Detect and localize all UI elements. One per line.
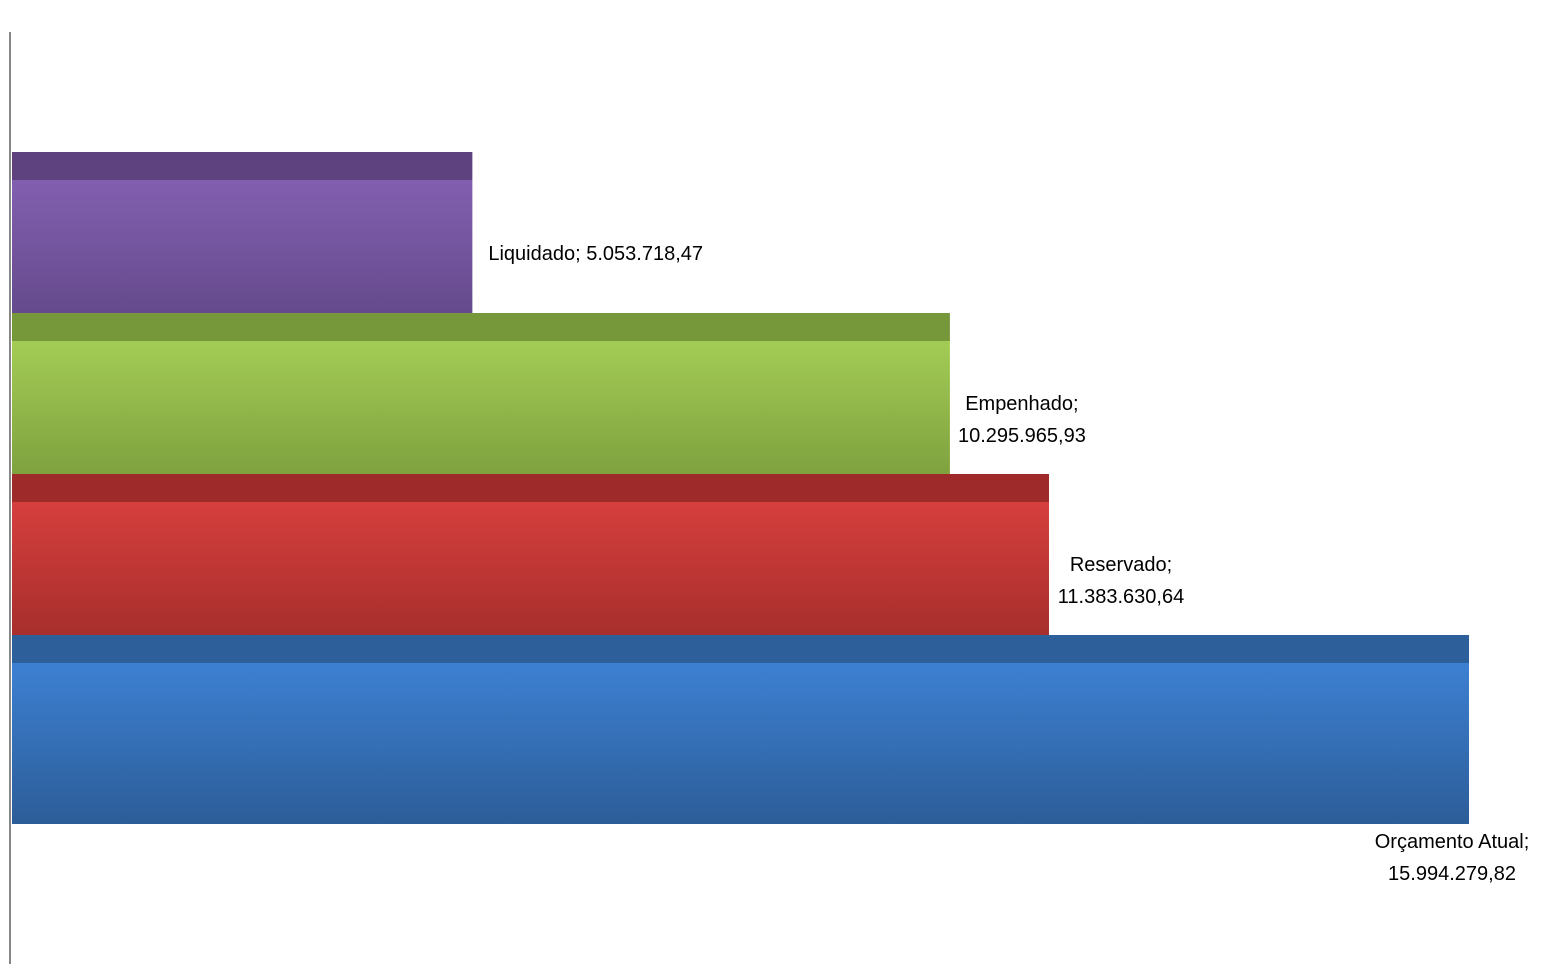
bar-top-liquidado (12, 152, 473, 180)
bar-top-empenhado (12, 313, 950, 341)
data-label-line: 15.994.279,82 (1388, 863, 1516, 885)
data-label-line: Empenhado; (965, 393, 1078, 415)
data-label-liquidado: Liquidado; 5.053.718,47 (488, 243, 703, 265)
bars-group (12, 152, 1469, 824)
data-label-line: 11.383.630,64 (1058, 586, 1184, 608)
bar-orcamento-atual (12, 663, 1469, 824)
data-label-reservado: Reservado; 11.383.630,64 (1058, 554, 1184, 608)
data-labels-group: Liquidado; 5.053.718,47 Empenhado; 10.295.… (488, 243, 1529, 885)
bar-top-reservado (12, 474, 1049, 502)
data-label-line: 10.295.965,93 (958, 425, 1086, 447)
bar-top-orcamento-atual (12, 635, 1469, 663)
data-label-line: Liquidado; 5.053.718,47 (488, 243, 703, 265)
data-label-orcamento-atual: Orçamento Atual; 15.994.279,82 (1375, 831, 1530, 885)
data-label-line: Reservado; (1070, 554, 1172, 576)
data-label-line: Orçamento Atual; (1375, 831, 1530, 853)
data-label-empenhado: Empenhado; 10.295.965,93 (958, 393, 1086, 447)
